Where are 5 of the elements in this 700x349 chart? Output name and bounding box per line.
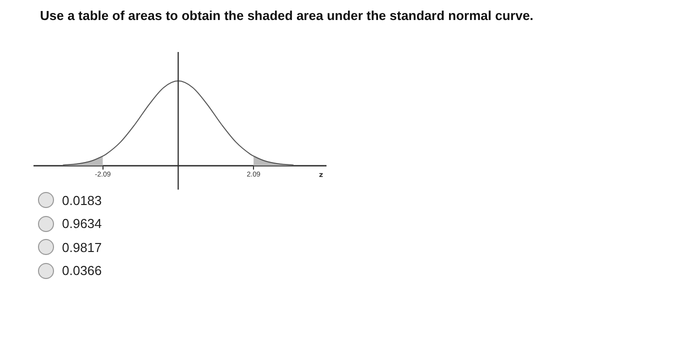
text: 0.0183 bbox=[62, 192, 102, 208]
chart-title: Use a table of areas to obtain the shaded area under the standard normal curve. bbox=[40, 8, 534, 23]
text: 0.0366 bbox=[62, 263, 102, 278]
text: 0.9817 bbox=[62, 240, 102, 254]
text: 0.9634 bbox=[62, 216, 102, 231]
